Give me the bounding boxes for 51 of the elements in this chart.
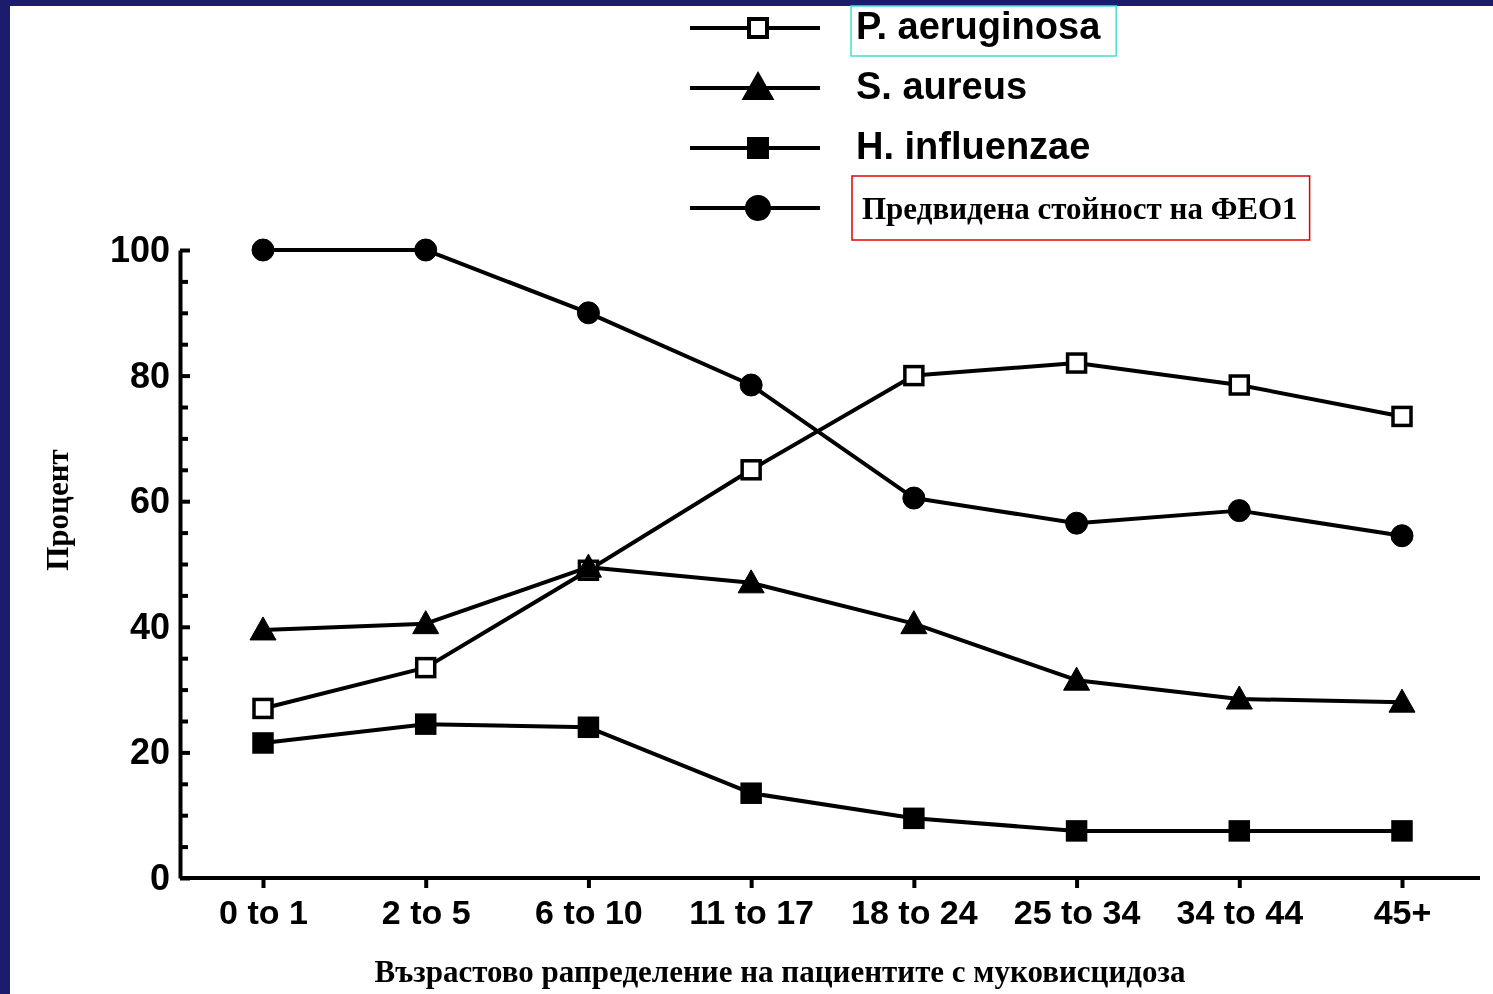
point: [1388, 688, 1416, 713]
point: [1225, 685, 1253, 710]
point: [1065, 511, 1089, 535]
point: [740, 782, 762, 804]
x-axis-title: Възрастово рапределение на пациентите с муковисцидоза: [374, 954, 1186, 989]
point: [252, 732, 274, 754]
point: [903, 364, 925, 387]
point: [1390, 524, 1414, 548]
y-tick-label: 40: [129, 605, 170, 647]
point: [251, 238, 275, 262]
y-tick-label: 20: [129, 731, 170, 773]
x-tick-label: 45+: [1373, 893, 1432, 932]
x-tick-label: 0 to 1: [219, 893, 308, 932]
point: [414, 656, 437, 679]
x-tick-label: 25 to 34: [1013, 893, 1141, 932]
point: [1228, 374, 1251, 396]
y-tick-label: 100: [109, 229, 170, 271]
point: [739, 373, 763, 397]
y-tick-label: 60: [129, 480, 170, 522]
point: [574, 553, 602, 578]
point: [1065, 352, 1088, 374]
point: [1391, 820, 1413, 842]
x-tick-label: 11 to 17: [689, 893, 815, 932]
point: [900, 610, 928, 635]
point: [414, 713, 437, 735]
point: [576, 301, 600, 325]
point: [252, 697, 274, 720]
legend-label: P. aeruginosa: [856, 5, 1102, 47]
point: [1063, 666, 1091, 691]
point: [1227, 499, 1251, 523]
y-tick-label: 80: [129, 354, 170, 396]
point: [903, 807, 925, 830]
point: [1065, 820, 1088, 842]
point: [249, 616, 277, 641]
x-tick-label: 6 to 10: [535, 893, 643, 932]
x-tick-label: 2 to 5: [381, 893, 471, 932]
point: [577, 716, 600, 739]
legend-label: H. influenzae: [856, 125, 1091, 167]
point: [1228, 820, 1251, 842]
legend-label: S. aureus: [856, 65, 1028, 107]
point: [740, 459, 762, 481]
y-axis-title: Процент: [40, 449, 75, 571]
legend-label: Предвидена стойност на ФЕО1: [862, 191, 1298, 226]
point: [412, 610, 440, 635]
x-tick-label: 18 to 24: [851, 893, 978, 932]
point: [902, 486, 926, 510]
point: [1391, 405, 1413, 428]
point: [414, 238, 438, 262]
y-tick-label: 0: [149, 857, 170, 899]
point: [737, 569, 765, 594]
x-tick-label: 34 to 44: [1176, 893, 1304, 932]
